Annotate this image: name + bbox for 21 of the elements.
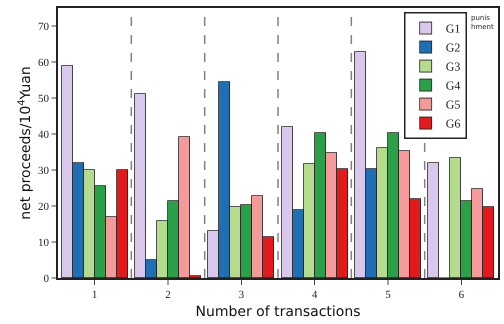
x-tick-label: 6 xyxy=(458,288,465,301)
legend-label: G4 xyxy=(446,78,460,93)
x-tick-label: 3 xyxy=(238,288,245,301)
y-tick-label: 40 xyxy=(38,128,50,141)
legend-label: G2 xyxy=(446,40,460,55)
legend-label: G1 xyxy=(446,22,460,36)
y-tick-label: 30 xyxy=(38,164,50,177)
y-tick-label: 10 xyxy=(38,236,50,249)
legend-label: G3 xyxy=(446,60,460,74)
y-tick-label: 60 xyxy=(38,56,50,69)
y-tick-label: 0 xyxy=(44,272,50,285)
x-tick-label: 4 xyxy=(312,288,318,301)
x-tick-label: 1 xyxy=(92,288,98,301)
legend-label: G5 xyxy=(446,98,460,112)
y-tick-label: 20 xyxy=(38,200,50,213)
x-tick-label: 5 xyxy=(385,288,392,301)
y-tick-label: 50 xyxy=(38,92,50,105)
legend-label: G6 xyxy=(446,116,460,131)
y-tick-label: 70 xyxy=(38,20,50,33)
x-axis-title: Number of transactions xyxy=(195,304,361,320)
x-tick-label: 2 xyxy=(165,288,171,301)
